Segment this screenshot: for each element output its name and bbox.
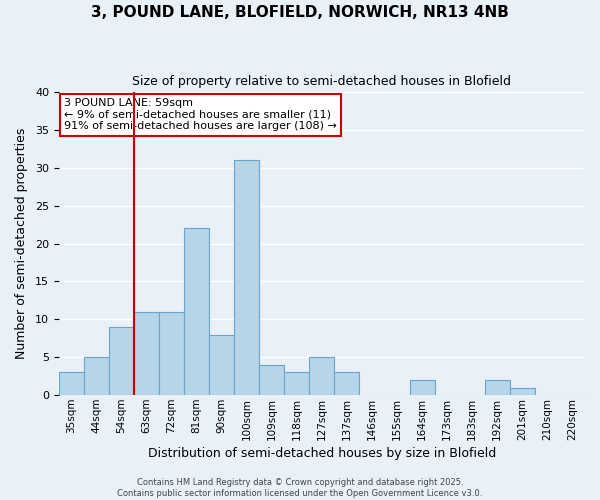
Bar	[284, 372, 310, 395]
Y-axis label: Number of semi-detached properties: Number of semi-detached properties	[15, 128, 28, 359]
Bar	[59, 372, 84, 395]
Bar	[310, 358, 334, 395]
Text: 3, POUND LANE, BLOFIELD, NORWICH, NR13 4NB: 3, POUND LANE, BLOFIELD, NORWICH, NR13 4…	[91, 5, 509, 20]
Text: Contains HM Land Registry data © Crown copyright and database right 2025.
Contai: Contains HM Land Registry data © Crown c…	[118, 478, 482, 498]
Bar	[209, 334, 234, 395]
Bar	[234, 160, 259, 395]
Bar	[334, 372, 359, 395]
Bar	[109, 327, 134, 395]
Bar	[510, 388, 535, 395]
Bar	[259, 365, 284, 395]
X-axis label: Distribution of semi-detached houses by size in Blofield: Distribution of semi-detached houses by …	[148, 447, 496, 460]
Bar	[184, 228, 209, 395]
Text: 3 POUND LANE: 59sqm
← 9% of semi-detached houses are smaller (11)
91% of semi-de: 3 POUND LANE: 59sqm ← 9% of semi-detache…	[64, 98, 337, 131]
Bar	[159, 312, 184, 395]
Bar	[84, 358, 109, 395]
Bar	[410, 380, 434, 395]
Title: Size of property relative to semi-detached houses in Blofield: Size of property relative to semi-detach…	[133, 75, 511, 88]
Bar	[485, 380, 510, 395]
Bar	[134, 312, 159, 395]
